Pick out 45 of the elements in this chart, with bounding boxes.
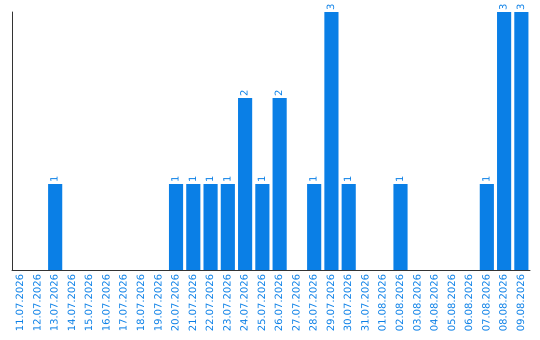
x-tick-label: 20.07.2026	[170, 274, 182, 332]
x-tick-label: 24.07.2026	[240, 274, 251, 332]
data-label: 1	[170, 176, 182, 182]
x-tick-label: 09.08.2026	[516, 274, 527, 332]
x-tick-label: 27.07.2026	[291, 274, 302, 332]
data-label: 1	[395, 176, 406, 182]
x-tick-label: 25.07.2026	[256, 274, 268, 332]
data-label: 1	[50, 176, 61, 182]
x-tick-label: 22.07.2026	[205, 274, 216, 332]
x-tick-label: 05.08.2026	[446, 274, 458, 332]
x-tick-label: 04.08.2026	[430, 274, 441, 332]
data-label: 2	[274, 90, 286, 96]
x-tick-label: 26.07.2026	[274, 274, 286, 332]
x-tick-label: 11.07.2026	[15, 274, 26, 332]
x-tick-label: 06.08.2026	[464, 274, 476, 332]
x-tick-label: 13.07.2026	[50, 274, 61, 332]
data-label: 1	[308, 176, 320, 182]
data-label: 1	[222, 176, 234, 182]
x-tick-label: 18.07.2026	[136, 274, 147, 332]
data-label: 1	[481, 176, 492, 182]
data-label: 3	[516, 4, 527, 10]
x-tick-label: 30.07.2026	[343, 274, 354, 332]
x-tick-label: 14.07.2026	[66, 274, 78, 332]
x-tick-label: 16.07.2026	[101, 274, 112, 332]
data-label: 3	[326, 4, 337, 10]
x-tick-label: 03.08.2026	[412, 274, 424, 332]
x-tick-label: 12.07.2026	[32, 274, 44, 332]
x-tick-label: 21.07.2026	[188, 274, 199, 332]
x-tick-label: 28.07.2026	[308, 274, 320, 332]
x-tick-label: 01.08.2026	[378, 274, 389, 332]
x-tick-label: 17.07.2026	[118, 274, 130, 332]
x-tick-label: 07.08.2026	[481, 274, 492, 332]
x-tick-label: 02.08.2026	[395, 274, 406, 332]
x-tick-label: 19.07.2026	[153, 274, 164, 332]
data-label: 3	[498, 4, 510, 10]
x-tick-label: 23.07.2026	[222, 274, 234, 332]
x-tick-label: 29.07.2026	[326, 274, 337, 332]
x-tick-label: 31.07.2026	[360, 274, 372, 332]
x-tick-label: 15.07.2026	[84, 274, 96, 332]
data-label: 1	[256, 176, 268, 182]
data-label: 1	[188, 176, 199, 182]
data-label: 2	[240, 90, 251, 96]
x-tick-label: 08.08.2026	[498, 274, 510, 332]
data-label: 1	[205, 176, 216, 182]
data-label: 1	[343, 176, 354, 182]
